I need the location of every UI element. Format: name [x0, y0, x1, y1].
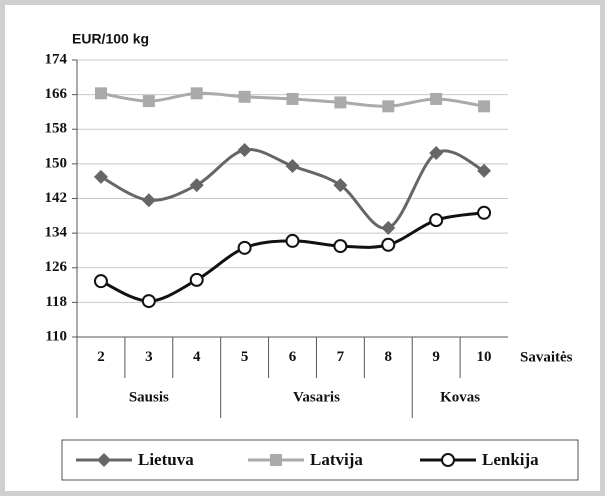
- point: [94, 87, 107, 100]
- legend-marker: [270, 454, 282, 466]
- point: [237, 240, 252, 255]
- point: [477, 163, 492, 178]
- point: [189, 272, 204, 287]
- x-axis-label: Savaitės: [520, 349, 573, 365]
- point: [285, 159, 300, 174]
- y-axis-label: EUR/100 kg: [72, 31, 149, 47]
- legend-label: Lietuva: [138, 450, 194, 469]
- y-tick-label: 142: [45, 190, 68, 206]
- point: [334, 96, 347, 109]
- y-tick-label: 118: [45, 294, 67, 310]
- point: [238, 90, 251, 103]
- point: [382, 100, 395, 113]
- legend-marker: [441, 453, 455, 467]
- point: [93, 169, 108, 184]
- x-tick-label: 7: [337, 349, 345, 365]
- x-tick-label: 3: [145, 349, 153, 365]
- legend-label: Lenkija: [482, 450, 539, 469]
- point: [141, 193, 156, 208]
- point: [478, 100, 491, 113]
- point: [190, 87, 203, 100]
- y-tick-label: 174: [45, 51, 68, 67]
- point: [381, 220, 396, 235]
- x-tick-label: 8: [385, 349, 393, 365]
- y-tick-label: 126: [45, 259, 68, 275]
- point: [477, 205, 492, 220]
- point: [333, 178, 348, 193]
- y-tick-label: 150: [45, 155, 68, 171]
- point: [142, 95, 155, 108]
- x-tick-label: 5: [241, 349, 249, 365]
- legend-label: Latvija: [310, 450, 363, 469]
- legend: [61, 439, 579, 481]
- y-tick-label: 134: [45, 225, 68, 241]
- group-label: Kovas: [440, 389, 480, 405]
- point: [430, 92, 443, 105]
- group-label: Vasaris: [293, 389, 340, 405]
- point: [429, 146, 444, 161]
- point: [189, 178, 204, 193]
- point: [381, 237, 396, 252]
- x-tick-label: 9: [432, 349, 440, 365]
- point: [286, 92, 299, 105]
- point: [285, 233, 300, 248]
- point: [429, 213, 444, 228]
- point: [333, 239, 348, 254]
- point: [93, 274, 108, 289]
- y-tick-label: 166: [45, 86, 68, 102]
- y-tick-label: 110: [45, 328, 67, 344]
- point: [237, 143, 252, 158]
- x-tick-label: 6: [289, 349, 297, 365]
- legend-marker: [97, 453, 111, 467]
- group-label: Sausis: [129, 389, 169, 405]
- x-tick-label: 4: [193, 349, 201, 365]
- point: [141, 294, 156, 309]
- x-tick-label: 10: [477, 349, 492, 365]
- x-tick-label: 2: [97, 349, 105, 365]
- y-tick-label: 158: [45, 121, 68, 137]
